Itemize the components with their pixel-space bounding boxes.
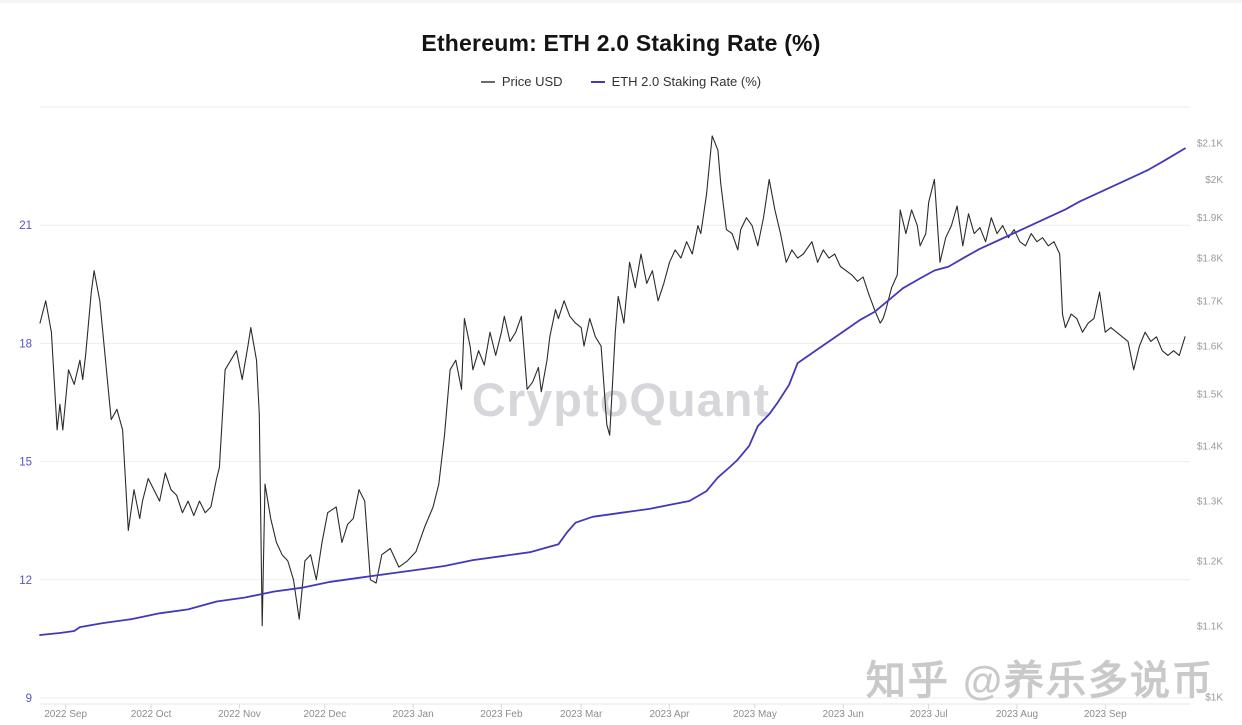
price-tick-label: $1.5K [1197, 390, 1223, 401]
chart-title: Ethereum: ETH 2.0 Staking Rate (%) [421, 30, 821, 56]
month-label: 2022 Sep [44, 709, 87, 720]
month-label: 2023 Feb [480, 709, 523, 720]
cryptoquant-watermark: CryptoQuant [471, 373, 771, 426]
price-tick-label: $1.9K [1197, 213, 1223, 224]
rate-tick-label: 18 [19, 338, 32, 350]
staking-rate-line-swatch [590, 80, 605, 83]
rate-tick-label: 12 [19, 575, 32, 587]
zhihu-watermark: 知乎 @养乐多说币 [865, 659, 1214, 703]
price-tick-label: $2.1K [1197, 139, 1223, 150]
price-tick-label: $1K [1205, 693, 1223, 704]
price-tick-label: $1.1K [1197, 621, 1223, 632]
price-tick-label: $1.8K [1197, 254, 1223, 265]
price-line-swatch [480, 80, 495, 83]
rate-tick-label: 9 [26, 693, 32, 705]
legend-label-staking-rate: ETH 2.0 Staking Rate (%) [611, 74, 762, 89]
month-label: 2022 Oct [131, 709, 172, 720]
rate-tick-label: 21 [19, 220, 32, 232]
legend-item-staking-rate: ETH 2.0 Staking Rate (%) [590, 74, 762, 89]
left-axis-labels: 21 18 15 12 9 [19, 220, 32, 705]
month-label: 2023 Mar [560, 709, 603, 720]
month-label: 2023 Apr [649, 709, 690, 720]
month-label: 2023 Jul [910, 709, 948, 720]
x-axis [40, 703, 1190, 709]
price-tick-label: $1.6K [1197, 342, 1223, 353]
rate-tick-label: 15 [19, 457, 32, 469]
legend: Price USD ETH 2.0 Staking Rate (%) [0, 74, 1242, 89]
month-label: 2023 Jan [393, 709, 434, 720]
month-label: 2022 Dec [303, 709, 346, 720]
price-tick-label: $1.4K [1197, 441, 1223, 452]
month-label: 2022 Nov [218, 709, 261, 720]
price-tick-label: $1.3K [1197, 497, 1223, 508]
price-tick-label: $2K [1205, 175, 1223, 186]
x-axis-labels: 2022 Sep 2022 Oct 2022 Nov 2022 Dec 2023 Jan… [44, 709, 1127, 720]
month-label: 2023 Jun [823, 709, 864, 720]
staking-rate-line [39, 147, 1186, 636]
month-label: 2023 Sep [1084, 709, 1127, 720]
legend-label-price: Price USD [501, 74, 563, 89]
price-tick-label: $1.2K [1197, 556, 1223, 567]
price-tick-label: $1.7K [1197, 296, 1223, 307]
gridlines [40, 106, 1190, 699]
series-lines [39, 135, 1186, 636]
month-label: 2023 Aug [996, 709, 1038, 720]
month-label: 2023 May [733, 709, 777, 720]
top-divider [0, 0, 1242, 3]
right-axis-labels: $2.1K $2K $1.9K $1.8K $1.7K $1.6K $1.5K $1.4K $1… [1197, 139, 1223, 704]
price-line [39, 135, 1186, 627]
legend-item-price: Price USD [480, 74, 563, 89]
